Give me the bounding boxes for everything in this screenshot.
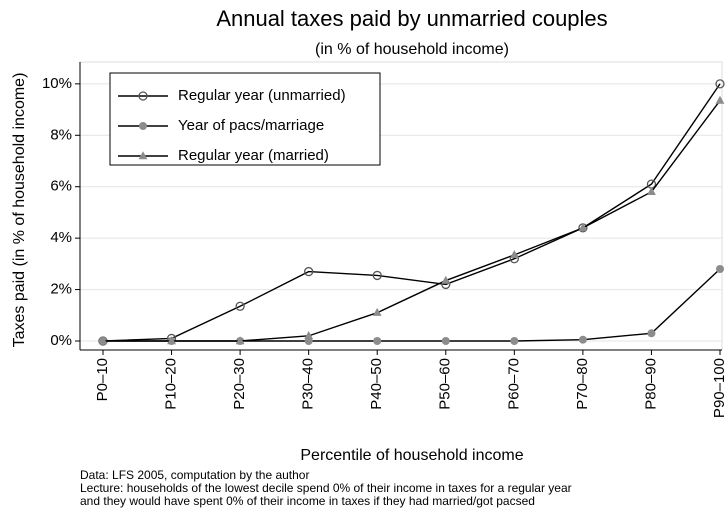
- x-tick-label: P0–10: [94, 358, 111, 401]
- data-point: [578, 223, 588, 232]
- data-point: [715, 79, 725, 89]
- data-point: [373, 337, 382, 345]
- chart-title: Annual taxes paid by unmarried couples: [216, 6, 607, 31]
- series-line: [103, 100, 721, 342]
- data-point: [509, 250, 519, 259]
- y-tick-label: 4%: [50, 229, 72, 246]
- legend-marker: [138, 151, 148, 160]
- y-tick-label: 0%: [50, 332, 72, 349]
- x-tick-label: P30–40: [300, 358, 317, 410]
- legend-marker: [139, 122, 147, 130]
- data-point: [510, 337, 519, 345]
- x-tick-label: P80–90: [642, 358, 659, 410]
- note: and they would have spent 0% of their in…: [80, 494, 535, 508]
- data-point: [715, 95, 725, 104]
- data-point: [372, 307, 382, 316]
- y-axis-title: Taxes paid (in % of household income): [11, 73, 28, 348]
- x-tick-label: P40–50: [368, 358, 385, 410]
- data-point: [304, 266, 314, 277]
- data-point: [372, 270, 382, 281]
- data-point: [98, 336, 108, 345]
- note: Data: LFS 2005, computation by the autho…: [80, 468, 309, 482]
- x-tick-label: P60–70: [505, 358, 522, 410]
- data-point: [441, 337, 450, 345]
- legend-box: [109, 72, 381, 166]
- data-point: [716, 265, 724, 273]
- data-point: [647, 329, 656, 338]
- x-tick-label: P90–100: [711, 358, 728, 418]
- legend-marker: [138, 91, 148, 101]
- x-tick-label: P50–60: [437, 358, 454, 410]
- data-point: [167, 336, 176, 345]
- data-point: [235, 336, 245, 345]
- legend-label: Regular year (unmarried): [178, 87, 346, 104]
- x-tick-label: P70–80: [574, 358, 591, 410]
- chart-subtitle: (in % of household income): [315, 41, 509, 58]
- x-tick-label: P20–30: [231, 358, 248, 410]
- series-line: [102, 83, 721, 342]
- y-tick-label: 8%: [50, 126, 72, 143]
- x-tick-label: P10–20: [163, 358, 180, 410]
- data-point: [235, 301, 245, 311]
- data-point: [578, 335, 587, 344]
- legend-label: Regular year (married): [178, 147, 329, 164]
- y-tick-label: 2%: [50, 281, 72, 298]
- note: Lecture: households of the lowest decile…: [80, 481, 572, 495]
- x-axis-title: Percentile of household income: [300, 447, 523, 464]
- data-point: [441, 275, 451, 284]
- data-point: [647, 187, 656, 196]
- legend-label: Year of pacs/marriage: [178, 117, 324, 134]
- y-tick-label: 10%: [42, 75, 72, 92]
- data-point: [304, 331, 314, 340]
- y-tick-label: 6%: [50, 178, 72, 195]
